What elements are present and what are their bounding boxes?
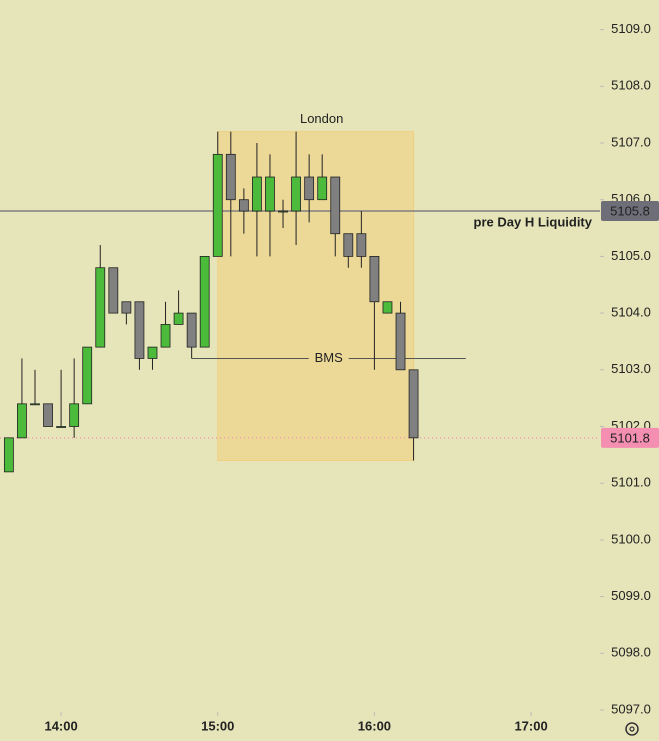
candle-body — [43, 403, 53, 427]
liquidity-tag — [601, 201, 659, 222]
candle-body — [121, 301, 132, 314]
session-label: London — [300, 111, 343, 126]
candle-body — [356, 233, 367, 257]
candle-body — [82, 346, 93, 405]
liquidity-tag-label: 5105.8 — [610, 203, 650, 218]
candle-body — [147, 346, 158, 359]
candle-body — [69, 403, 80, 427]
x-tick-label: 15:00 — [201, 718, 234, 733]
candle-body — [395, 312, 406, 371]
liquidity-label: pre Day H Liquidity — [474, 214, 593, 229]
candle-body — [252, 176, 262, 212]
candle-body — [408, 369, 419, 439]
candle-body — [265, 176, 275, 212]
x-tick-label: 16:00 — [358, 718, 391, 733]
candle-body — [17, 403, 27, 439]
y-tick-label: 5101.0 — [611, 475, 651, 490]
y-tick-label: 5109.0 — [611, 21, 651, 36]
candle-body — [95, 267, 106, 348]
x-tick-label: 14:00 — [44, 718, 77, 733]
candle-body — [186, 312, 197, 348]
y-tick-label: 5103.0 — [611, 361, 651, 376]
y-tick-label: 5108.0 — [611, 78, 651, 93]
candle-body — [134, 301, 145, 359]
y-tick-label: 5104.0 — [611, 305, 651, 320]
candle-body — [30, 403, 40, 406]
price-tag-label: 5101.8 — [610, 430, 650, 445]
bms-label: BMS — [315, 350, 344, 365]
candle-body — [199, 255, 210, 348]
candle-body — [330, 176, 341, 235]
candle-body — [173, 312, 184, 325]
candle-body — [304, 176, 315, 201]
candle-body — [382, 301, 393, 314]
candle-body — [291, 176, 301, 212]
candle-body — [225, 153, 236, 201]
candle-body — [3, 437, 14, 473]
candle-body — [108, 267, 119, 314]
y-tick-label: 5099.0 — [611, 588, 651, 603]
candle-body — [212, 153, 223, 257]
y-tick-label: 5098.0 — [611, 645, 651, 660]
y-tick-label: 5105.0 — [611, 248, 651, 263]
y-tick-label: 5097.0 — [611, 701, 651, 716]
price-tag — [601, 427, 659, 448]
candle-body — [160, 324, 171, 348]
session-box — [217, 131, 415, 462]
candle-body — [278, 210, 288, 213]
candle-body — [56, 426, 66, 428]
y-tick-label: 5107.0 — [611, 134, 651, 149]
y-tick-label: 5100.0 — [611, 531, 651, 546]
settings-icon[interactable] — [625, 722, 639, 736]
gear[interactable] — [625, 722, 639, 736]
x-tick-label: 17:00 — [514, 718, 547, 733]
candle-body — [343, 233, 354, 257]
candle-body — [369, 255, 380, 303]
gear-hub[interactable] — [629, 726, 635, 732]
candle-body — [238, 199, 249, 212]
candle-body — [317, 176, 328, 201]
